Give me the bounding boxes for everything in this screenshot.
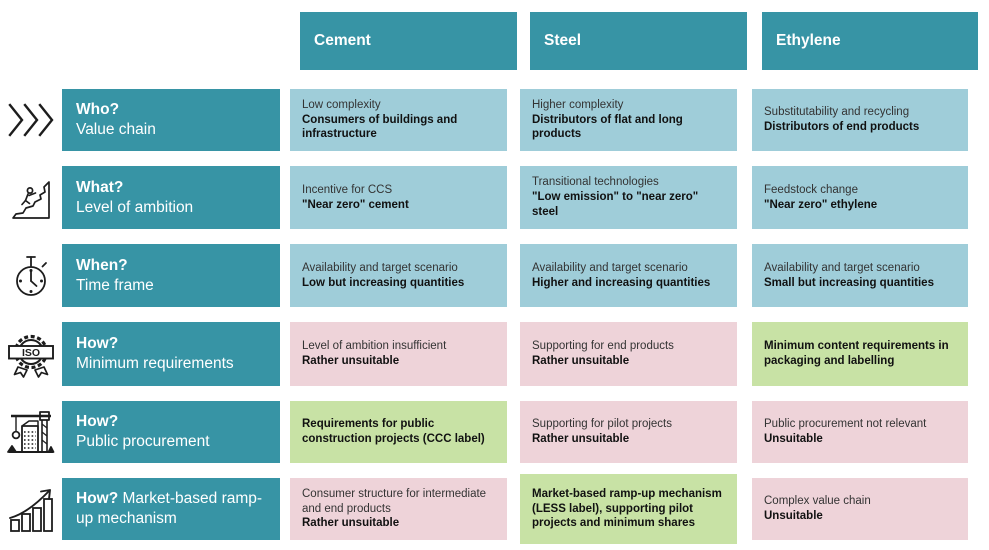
row-title: Level of ambition [76, 198, 194, 216]
matrix-row: How? Public procurement Requirements for … [0, 401, 989, 463]
matrix-cell: Higher complexity Distributors of flat a… [520, 89, 737, 151]
cell-verdict: Consumers of buildings and infrastructur… [302, 113, 458, 141]
matrix-cell: Level of ambition insufficient Rather un… [290, 322, 507, 386]
cell-description: Consumer structure for intermediate and … [302, 487, 487, 515]
matrix-cell: Supporting for end products Rather unsui… [520, 322, 737, 386]
row-title: Value chain [76, 121, 156, 138]
row-header: What? Level of ambition [62, 166, 280, 229]
row-header: How? Market-based ramp-up mechanism [62, 478, 280, 540]
matrix-cell: Availability and target scenario Small b… [752, 244, 968, 307]
row-header: How? Minimum requirements [62, 322, 280, 386]
row-header: When? Time frame [62, 244, 280, 307]
row-cells: Requirements for public construction pro… [290, 401, 968, 463]
cell-verdict: "Near zero" cement [302, 198, 409, 211]
row-cells: Availability and target scenario Low but… [290, 244, 968, 307]
matrix-cell: Low complexity Consumers of buildings an… [290, 89, 507, 151]
svg-text:ISO: ISO [22, 347, 40, 359]
cell-verdict: Rather unsuitable [302, 355, 400, 367]
row-question: When? [76, 256, 128, 274]
stopwatch-icon [0, 244, 62, 307]
matrix-cell: Supporting for pilot projects Rather uns… [520, 401, 737, 463]
column-header-label: Ethylene [776, 32, 841, 49]
column-header-ethylene: Ethylene [762, 12, 978, 70]
row-question: What? [76, 178, 124, 196]
cell-verdict: Market-based ramp-up mechanism (LESS lab… [532, 487, 722, 530]
chevrons-right-icon [0, 89, 62, 151]
cell-verdict: Rather unsuitable [532, 355, 630, 367]
cell-verdict: Distributors of flat and long products [532, 113, 683, 141]
row-question: How? [76, 413, 119, 431]
cell-verdict: Rather unsuitable [302, 517, 400, 530]
matrix-row: ISO How? Minimum requirements Level of am… [0, 322, 989, 386]
matrix-rows: Who? Value chain Low complexity Consumers… [0, 89, 989, 544]
row-cells: Level of ambition insufficient Rather un… [290, 322, 968, 386]
cell-description: Availability and target scenario [302, 261, 458, 274]
growth-chart-icon [0, 478, 62, 540]
cell-description: Low complexity [302, 98, 381, 111]
cell-description: Supporting for pilot projects [532, 418, 672, 431]
cell-description: Higher complexity [532, 98, 624, 111]
matrix-cell: Availability and target scenario Higher … [520, 244, 737, 307]
row-header: How? Public procurement [62, 401, 280, 463]
crane-icon [0, 401, 62, 463]
cell-verdict: "Low emission" to "near zero" steel [532, 191, 699, 218]
matrix-cell: Public procurement not relevant Unsuitab… [752, 401, 968, 463]
cell-description: Public procurement not relevant [764, 418, 927, 431]
matrix-cell: Complex value chain Unsuitable [752, 478, 968, 540]
column-header-label: Steel [544, 32, 582, 49]
cell-description: Complex value chain [764, 495, 871, 508]
matrix-row: When? Time frame Availability and target … [0, 244, 989, 307]
column-header-cement: Cement [300, 12, 517, 70]
cell-verdict: Unsuitable [764, 510, 823, 522]
iso-badge-icon: ISO [0, 322, 62, 386]
cell-verdict: Unsuitable [764, 433, 823, 445]
cell-verdict: "Near zero" ethylene [764, 198, 878, 211]
row-question: Who? [76, 101, 120, 119]
cell-description: Incentive for CCS [302, 183, 393, 196]
matrix-cell: Feedstock change "Near zero" ethylene [752, 166, 968, 229]
matrix-row: Who? Value chain Low complexity Consumers… [0, 89, 989, 151]
matrix-row: What? Level of ambition Incentive for CCS… [0, 166, 989, 229]
matrix-row: How? Market-based ramp-up mechanism Cons… [0, 474, 989, 544]
matrix-cell: Substitutability and recycling Distribut… [752, 89, 968, 151]
cell-description: Availability and target scenario [764, 261, 920, 274]
cell-description: Supporting for end products [532, 340, 674, 353]
row-cells: Incentive for CCS "Near zero" cement Tra… [290, 166, 968, 229]
cell-verdict: Rather unsuitable [532, 433, 630, 445]
cell-verdict: Minimum content requirements in packagin… [764, 340, 949, 367]
mountain-climber-icon [0, 166, 62, 229]
cell-verdict: Low but increasing quantities [302, 276, 465, 289]
matrix-cell: Incentive for CCS "Near zero" cement [290, 166, 507, 229]
row-title: Market-based ramp-up mechanism [76, 490, 263, 527]
cell-description: Transitional technologies [532, 176, 659, 189]
column-header-label: Cement [314, 32, 371, 49]
matrix-cell: Market-based ramp-up mechanism (LESS lab… [520, 474, 737, 544]
matrix-cell: Requirements for public construction pro… [290, 401, 507, 463]
cell-description: Feedstock change [764, 183, 858, 196]
row-question: How? [76, 335, 119, 353]
matrix-cell: Availability and target scenario Low but… [290, 244, 507, 307]
matrix-cell: Consumer structure for intermediate and … [290, 478, 507, 540]
column-header-steel: Steel [530, 12, 747, 70]
cell-description: Availability and target scenario [532, 261, 688, 274]
row-header: Who? Value chain [62, 89, 280, 151]
matrix-cell: Minimum content requirements in packagin… [752, 322, 968, 386]
cell-verdict: Distributors of end products [764, 121, 920, 133]
row-title: Public procurement [76, 433, 210, 450]
row-cells: Consumer structure for intermediate and … [290, 474, 968, 544]
row-title: Time frame [76, 276, 154, 294]
row-question: How? [76, 490, 119, 508]
cell-description: Substitutability and recycling [764, 106, 910, 119]
cell-verdict: Small but increasing quantities [764, 276, 934, 289]
row-cells: Low complexity Consumers of buildings an… [290, 89, 968, 151]
cell-description: Level of ambition insufficient [302, 340, 447, 353]
cell-verdict: Higher and increasing quantities [532, 276, 711, 289]
matrix-cell: Transitional technologies "Low emission"… [520, 166, 737, 229]
cell-verdict: Requirements for public construction pro… [302, 418, 485, 445]
row-title: Minimum requirements [76, 355, 234, 372]
column-header-band: Cement Steel Ethylene [300, 12, 989, 70]
